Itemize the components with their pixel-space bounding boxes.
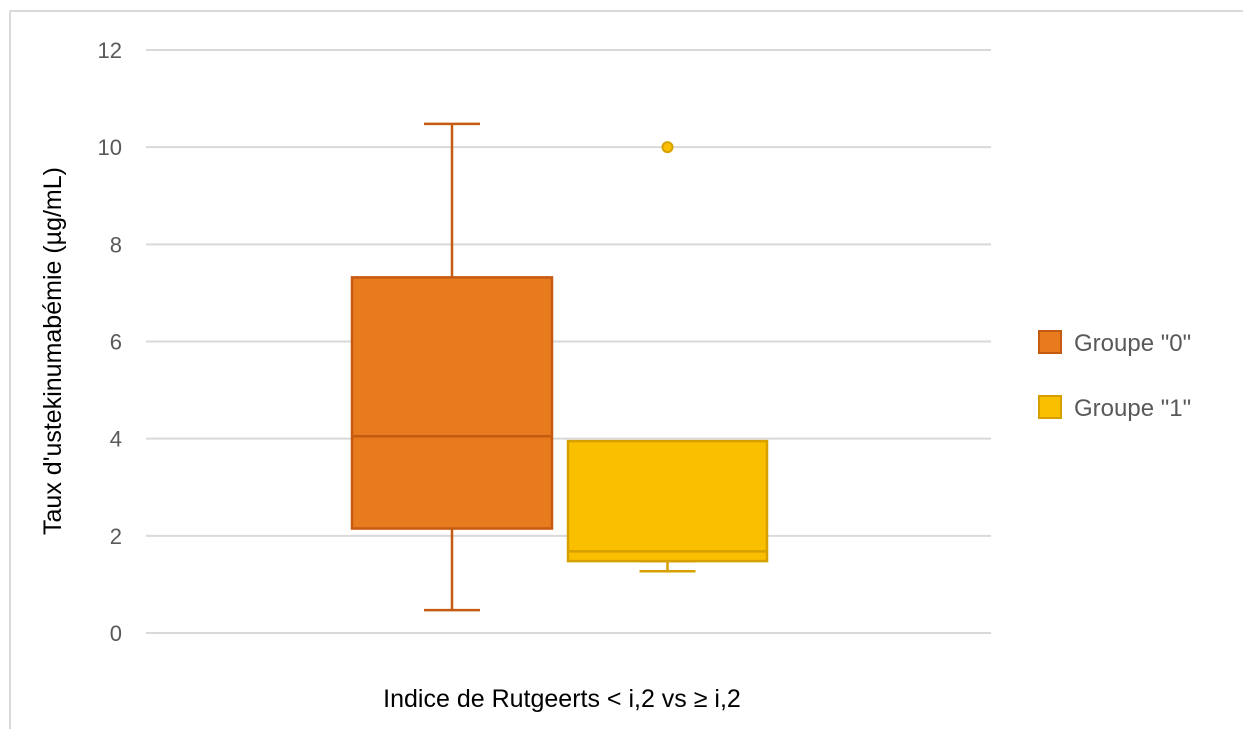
interquartile-box [350, 276, 554, 530]
y-tick-label: 12 [98, 38, 122, 63]
legend-swatch [1038, 395, 1062, 419]
box-series-1 [566, 141, 769, 573]
y-tick-label: 0 [110, 621, 122, 646]
interquartile-box [566, 439, 769, 563]
legend: Groupe "0" Groupe "1" [1038, 330, 1191, 422]
legend-label: Groupe "0" [1074, 330, 1191, 357]
box-series-0 [350, 122, 554, 612]
legend-swatch [1038, 330, 1062, 354]
y-tick-label: 4 [110, 427, 122, 452]
y-axis-ticks: 0 2 4 6 8 10 12 [98, 38, 122, 646]
gridlines [146, 49, 991, 634]
y-tick-label: 6 [110, 330, 122, 355]
legend-label: Groupe "1" [1074, 395, 1191, 422]
y-tick-label: 8 [110, 232, 122, 257]
box-series [350, 122, 769, 612]
y-tick-label: 10 [98, 135, 122, 160]
y-tick-label: 2 [110, 524, 122, 549]
y-axis-title: Taux d'ustekinumabémie (µg/mL) [39, 167, 67, 535]
legend-item: Groupe "1" [1038, 395, 1191, 422]
legend-item: Groupe "0" [1038, 330, 1191, 357]
x-axis-title: Indice de Rutgeerts < i,2 vs ≥ i,2 [383, 685, 741, 713]
outlier-point [661, 141, 674, 154]
